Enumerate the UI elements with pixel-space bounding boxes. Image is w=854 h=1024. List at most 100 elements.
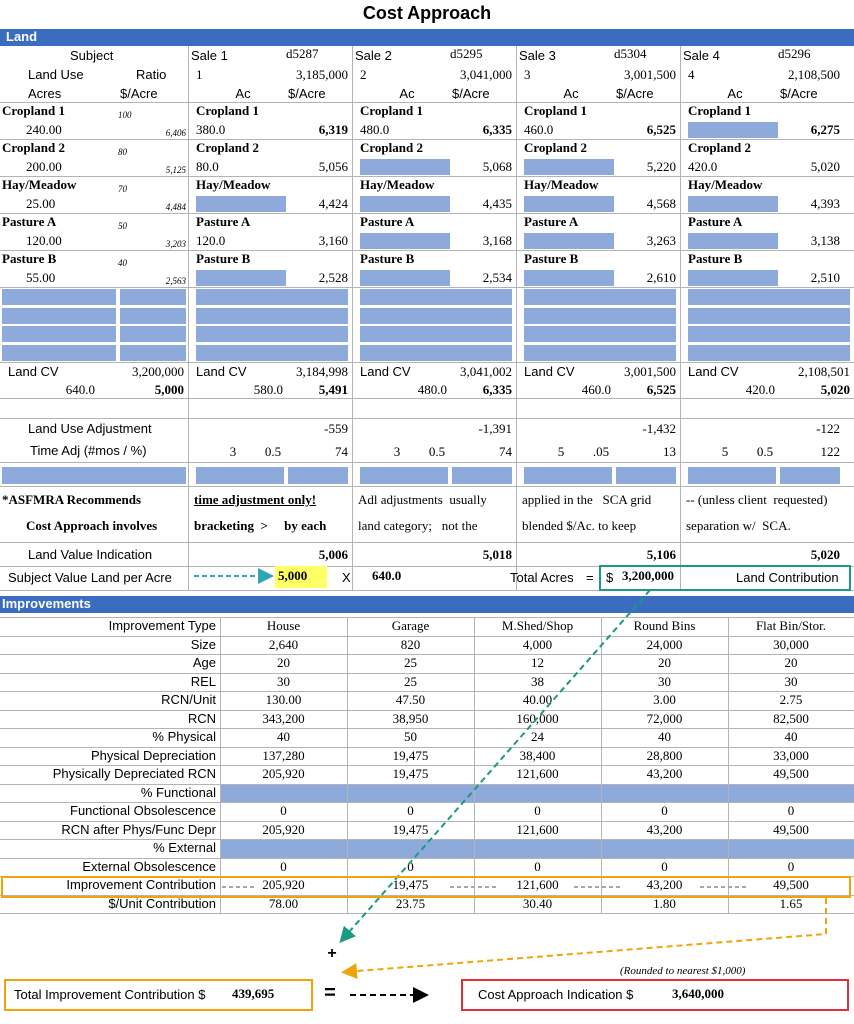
cell-text: 5 [721,444,729,459]
cell-text: 3,200,000 [132,364,184,379]
blank-cell [524,233,614,249]
category-name: Hay/Meadow [688,177,763,192]
blank-cell [196,196,286,212]
grid-line [0,486,854,487]
cell-text: 121,600 [516,877,559,892]
cell-text: 5,020 [810,159,840,174]
cell-text: Sale 3 [519,48,556,63]
cell-text: 205,920 [262,877,305,892]
cell-text: 20 [277,655,290,670]
blank-cell [524,196,614,212]
cell-text: 3,160 [318,233,348,248]
cell-text: 3,184,998 [296,364,348,379]
category-name: Pasture A [524,214,579,229]
cell-text: Land Use [28,67,84,82]
blank-cell [348,784,474,802]
cell-text: 2,563 [165,276,186,286]
cell-text: 0 [280,803,287,818]
cell-text: d5304 [614,46,647,61]
grid-line [0,176,854,177]
cell-text: 19,475 [392,821,429,837]
blank-cell [452,467,512,484]
cell-text: 460.0 [524,122,554,137]
grid-line [0,213,854,214]
cell-text: Ac [235,86,251,101]
cell-text: d5295 [450,46,483,61]
cell-text: 2 [360,67,367,82]
blank-cell [2,307,116,324]
category-name: Cropland 2 [688,140,751,155]
note: bracketing > by each [194,518,327,533]
category-name: Pasture A [2,214,57,229]
category-name: Hay/Meadow [524,177,599,192]
cell-text: Improvement Type [108,618,216,633]
category-name: Cropland 1 [2,103,65,118]
cell-text: Improvement Contribution [66,877,216,892]
cell-text: 130.00 [265,692,302,707]
category-name: Pasture B [688,251,743,266]
cell-text: -1,432 [642,421,676,436]
cell-text: Land Use Adjustment [28,421,152,436]
grid-line [0,418,854,419]
category-name: Pasture B [196,251,251,266]
blank-cell [524,307,676,324]
cell-text: 0.5 [428,444,446,459]
grid-line [0,617,854,618]
grid-line [188,46,189,590]
cell-text: 74 [499,444,512,459]
cell-text: 0 [407,858,414,874]
cell-text: 3 [229,444,237,459]
category-name: Pasture B [2,251,57,266]
cell-text: 74 [335,444,348,459]
category-name: Pasture B [524,251,579,266]
cell-text: 480.0 [417,382,447,397]
section-heading: Improvements [2,596,91,611]
grid-line [0,250,854,251]
cell-text: Garage [391,618,430,633]
category-name: Cropland 2 [2,140,65,155]
blank-cell [196,270,286,286]
blank-cell [288,467,348,484]
cell-text: 25 [404,673,417,689]
note: blended $/Ac. to keep [522,518,637,533]
cell-text: 49,500 [773,877,809,892]
cell-text: 12 [531,655,544,670]
cell-text: d5287 [286,46,319,61]
cell-text: 820 [400,636,421,652]
blank-cell [348,840,474,858]
blank-cell [688,344,850,361]
cell-text: -122 [816,421,840,436]
grid-line [0,398,854,399]
cell-text: 5,068 [482,159,512,174]
plus-sign: + [327,945,337,962]
category-name: Cropland 2 [196,140,259,155]
cell-text: RCN [187,710,216,726]
cell-text: 5,125 [165,165,186,175]
category-name: Pasture A [688,214,743,229]
category-name: Cropland 2 [524,140,587,155]
blank-cell [196,289,348,305]
cell-text: 1 [196,67,203,82]
cell-text: $/Acre [120,86,158,101]
cell-text: 78.00 [268,895,299,911]
cell-text: 3,200,000 [622,568,674,583]
grid-line [0,566,854,567]
blank-cell [360,233,450,249]
blank-cell [2,344,116,361]
cell-text: 200.00 [26,159,62,174]
cell-text: 4,424 [318,196,348,211]
grid-line [0,139,854,140]
note: separation w/ SCA. [686,518,791,533]
cell-text: 30 [277,673,290,689]
cell-text: 5,056 [318,159,348,174]
cell-text: 2,528 [318,270,348,285]
blank-cell [360,196,450,212]
cell-text: 30.40 [522,895,553,911]
cell-text: 5,020 [810,547,840,562]
cell-text: Ac [399,86,415,101]
blank-cell [524,159,614,175]
cell-text: 3,185,000 [296,67,348,82]
cell-text: 6,335 [482,382,512,397]
cell-text: 0 [661,858,668,874]
blank-cell [120,289,186,305]
